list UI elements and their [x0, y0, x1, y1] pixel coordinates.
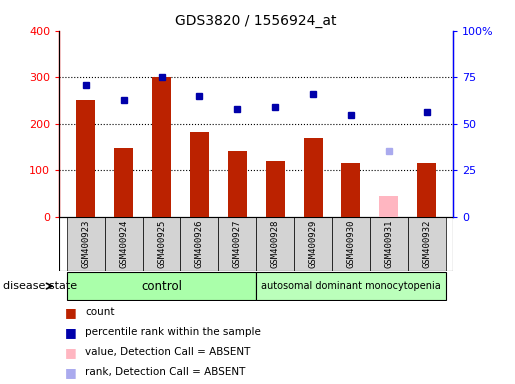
Text: ■: ■: [64, 366, 76, 379]
Bar: [190, 132, 209, 217]
Bar: [294, 217, 332, 271]
Bar: [76, 99, 95, 217]
Text: GSM400931: GSM400931: [384, 220, 393, 268]
Bar: [143, 217, 180, 271]
Bar: [218, 217, 256, 271]
Bar: [152, 77, 171, 217]
Text: GSM400924: GSM400924: [119, 220, 128, 268]
Text: GSM400930: GSM400930: [347, 220, 355, 268]
Bar: [67, 272, 256, 300]
Bar: [114, 148, 133, 217]
Text: control: control: [141, 280, 182, 293]
Text: GSM400929: GSM400929: [308, 220, 318, 268]
Bar: [380, 196, 398, 217]
Text: percentile rank within the sample: percentile rank within the sample: [85, 327, 261, 337]
Bar: [228, 151, 247, 217]
Bar: [417, 164, 436, 217]
Bar: [180, 217, 218, 271]
Text: GSM400925: GSM400925: [157, 220, 166, 268]
Text: GSM400928: GSM400928: [271, 220, 280, 268]
Text: GSM400923: GSM400923: [81, 220, 90, 268]
Bar: [303, 138, 322, 217]
Text: GSM400926: GSM400926: [195, 220, 204, 268]
Text: disease state: disease state: [3, 281, 77, 291]
Bar: [408, 217, 445, 271]
Bar: [332, 217, 370, 271]
Bar: [67, 217, 105, 271]
Bar: [256, 217, 294, 271]
Text: value, Detection Call = ABSENT: value, Detection Call = ABSENT: [85, 347, 250, 357]
Text: GSM400932: GSM400932: [422, 220, 431, 268]
Text: ■: ■: [64, 306, 76, 319]
Text: ■: ■: [64, 326, 76, 339]
Bar: [256, 272, 445, 300]
Text: count: count: [85, 307, 114, 317]
Bar: [105, 217, 143, 271]
Bar: [370, 217, 408, 271]
Text: rank, Detection Call = ABSENT: rank, Detection Call = ABSENT: [85, 367, 245, 377]
Text: GSM400927: GSM400927: [233, 220, 242, 268]
Bar: [341, 164, 360, 217]
Text: autosomal dominant monocytopenia: autosomal dominant monocytopenia: [261, 281, 441, 291]
Title: GDS3820 / 1556924_at: GDS3820 / 1556924_at: [176, 14, 337, 28]
Text: ■: ■: [64, 346, 76, 359]
Bar: [266, 161, 285, 217]
